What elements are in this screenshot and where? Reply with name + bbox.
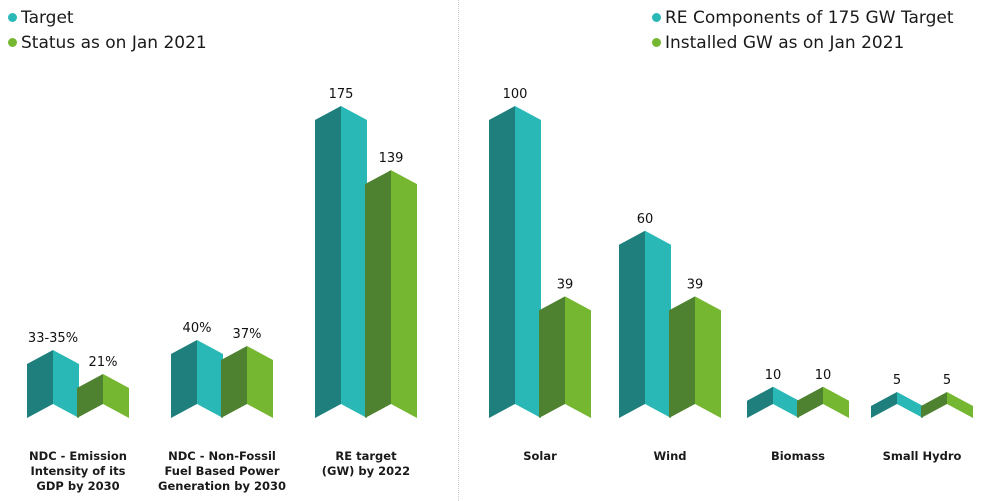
legend-item-target: Target bbox=[8, 5, 207, 30]
bar-p1-c1-status-left-face bbox=[669, 296, 695, 418]
legend-swatch-re-components bbox=[652, 13, 661, 22]
category-label-line: Solar bbox=[523, 449, 557, 463]
category-label-line: Wind bbox=[653, 449, 687, 463]
legend-label-target: Target bbox=[21, 7, 74, 28]
value-label-p0-c0-status: 21% bbox=[89, 355, 118, 370]
bar-p1-c0-status-right-face bbox=[565, 296, 591, 418]
category-label-line: Intensity of its bbox=[30, 464, 126, 478]
value-label-p1-c3-status: 5 bbox=[943, 373, 951, 388]
bar-p0-c0-status-right-face bbox=[103, 374, 129, 418]
value-label-p0-c0-target: 33-35% bbox=[28, 331, 78, 346]
legend-label-re-components: RE Components of 175 GW Target bbox=[665, 7, 954, 28]
category-label-line: NDC - Emission bbox=[29, 449, 127, 463]
value-label-p1-c0-status: 39 bbox=[557, 277, 574, 292]
value-label-p1-c2-status: 10 bbox=[815, 368, 832, 383]
bar-p0-c2-status-right-face bbox=[391, 170, 417, 418]
bar-p0-c2-target-left-face bbox=[315, 106, 341, 418]
legend-label-status: Status as on Jan 2021 bbox=[21, 32, 207, 53]
legend-item-status: Status as on Jan 2021 bbox=[8, 30, 207, 55]
category-label-0: NDC - Emission Intensity of its GDP by 203… bbox=[8, 449, 148, 494]
bar-p1-c0-target bbox=[489, 106, 541, 418]
bar-p1-c2-target-right-face bbox=[773, 386, 799, 418]
bar-p0-c0-target bbox=[27, 350, 79, 418]
value-label-p1-c0-target: 100 bbox=[503, 87, 528, 102]
bar-p1-c2-status bbox=[797, 386, 849, 418]
bar-p1-c1-status-right-face bbox=[695, 296, 721, 418]
category-label-2: RE target (GW) by 2022 bbox=[296, 449, 436, 479]
bar-p1-c0-target-right-face bbox=[515, 106, 541, 418]
legend-label-installed: Installed GW as on Jan 2021 bbox=[665, 32, 905, 53]
bar-p0-c1-target-right-face bbox=[197, 340, 223, 418]
value-label-p1-c1-status: 39 bbox=[687, 277, 704, 292]
bar-p0-c2-status-left-face bbox=[365, 170, 391, 418]
legend-left: Target Status as on Jan 2021 bbox=[8, 5, 207, 55]
value-label-p0-c1-status: 37% bbox=[233, 327, 262, 342]
bar-p0-c1-status-right-face bbox=[247, 346, 273, 418]
bar-p0-c1-target bbox=[171, 340, 223, 418]
bar-p0-c0-status bbox=[77, 374, 129, 418]
legend-right: RE Components of 175 GW Target Installed… bbox=[652, 5, 954, 55]
bar-p0-c1-target-left-face bbox=[171, 340, 197, 418]
category-label-1: NDC - Non-Fossil Fuel Based Power Generati… bbox=[152, 449, 292, 494]
bar-p0-c0-status-left-face bbox=[77, 374, 103, 418]
bar-p0-c1-status-left-face bbox=[221, 346, 247, 418]
category-label-line: (GW) by 2022 bbox=[321, 464, 411, 478]
value-label-p1-c2-target: 10 bbox=[765, 368, 782, 383]
bar-p1-c3-target bbox=[871, 392, 923, 418]
category-label-line: Biomass bbox=[770, 449, 826, 463]
bar-p1-c2-target bbox=[747, 386, 799, 418]
bar-p1-c0-status bbox=[539, 296, 591, 418]
bar-p1-c3-target-right-face bbox=[897, 392, 923, 418]
bar-p0-c2-status bbox=[365, 170, 417, 418]
value-label-p1-c1-target: 60 bbox=[637, 212, 654, 227]
bar-p1-c1-target-left-face bbox=[619, 230, 645, 418]
value-label-p1-c3-target: 5 bbox=[893, 373, 901, 388]
category-label-line: Fuel Based Power bbox=[164, 464, 280, 478]
legend-item-re-components: RE Components of 175 GW Target bbox=[652, 5, 954, 30]
bar-p1-c3-status-right-face bbox=[947, 392, 973, 418]
bar-p0-c2-target bbox=[315, 106, 367, 418]
bar-p1-c3-target-left-face bbox=[871, 392, 897, 418]
bar-p0-c1-status bbox=[221, 346, 273, 418]
bar-p1-c1-status bbox=[669, 296, 721, 418]
bar-p1-c2-status-left-face bbox=[797, 386, 823, 418]
panel-divider bbox=[458, 0, 459, 501]
category-label-line: RE target bbox=[335, 449, 397, 463]
value-label-p0-c1-target: 40% bbox=[183, 321, 212, 336]
bar-p1-c2-status-right-face bbox=[823, 386, 849, 418]
bar-p1-c3-status-left-face bbox=[921, 392, 947, 418]
category-label-line: Generation by 2030 bbox=[158, 479, 286, 493]
category-label-6: Small Hydro bbox=[852, 449, 987, 464]
legend-swatch-installed bbox=[652, 38, 661, 47]
value-label-p0-c2-status: 139 bbox=[379, 151, 404, 166]
category-label-4: Wind bbox=[600, 449, 740, 464]
category-label-line: GDP by 2030 bbox=[36, 479, 120, 493]
bar-p1-c2-target-left-face bbox=[747, 386, 773, 418]
category-label-3: Solar bbox=[470, 449, 610, 464]
bar-p1-c0-target-left-face bbox=[489, 106, 515, 418]
bar-p1-c3-status bbox=[921, 392, 973, 418]
legend-swatch-status bbox=[8, 38, 17, 47]
category-label-line: NDC - Non-Fossil bbox=[168, 449, 276, 463]
bar-p0-c0-target-left-face bbox=[27, 350, 53, 418]
category-label-line: Small Hydro bbox=[882, 449, 962, 463]
category-label-5: Biomass bbox=[728, 449, 868, 464]
bar-p0-c0-target-right-face bbox=[53, 350, 79, 418]
bar-p1-c0-status-left-face bbox=[539, 296, 565, 418]
value-label-p0-c2-target: 175 bbox=[329, 87, 354, 102]
legend-swatch-target bbox=[8, 13, 17, 22]
legend-item-installed: Installed GW as on Jan 2021 bbox=[652, 30, 954, 55]
bar-p0-c2-target-right-face bbox=[341, 106, 367, 418]
bar-p1-c1-target-right-face bbox=[645, 230, 671, 418]
bar-p1-c1-target bbox=[619, 230, 671, 418]
